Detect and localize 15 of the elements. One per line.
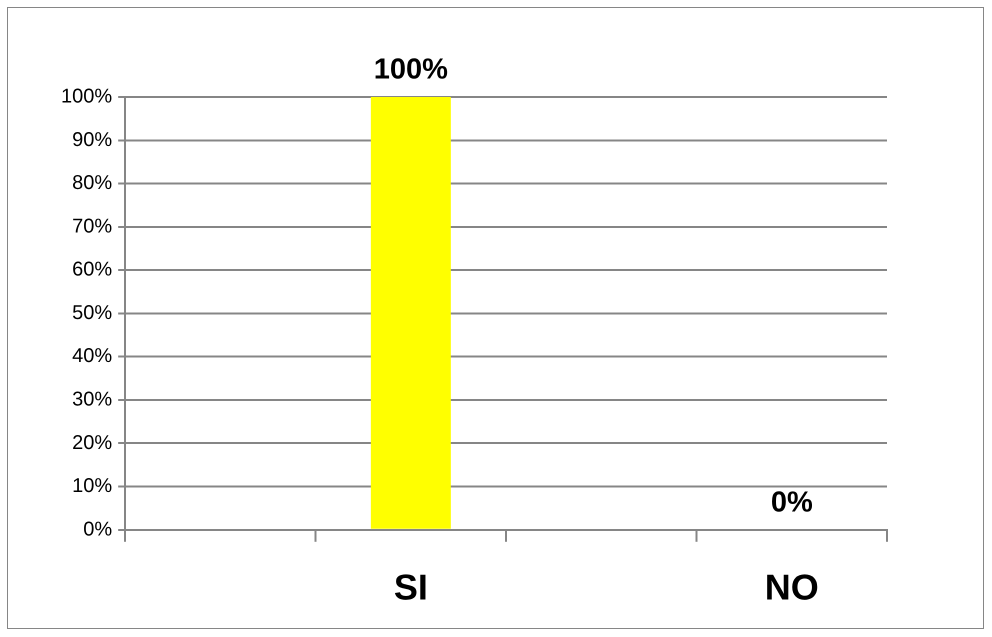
y-tick-label: 60% bbox=[72, 258, 112, 281]
y-tick-label: 70% bbox=[72, 215, 112, 238]
x-tick-label: SI bbox=[394, 566, 428, 608]
y-tick-label: 30% bbox=[72, 388, 112, 410]
y-tick-label: 100% bbox=[60, 86, 112, 108]
y-tick-label: 80% bbox=[72, 172, 112, 194]
x-tick-label: NO bbox=[764, 566, 819, 608]
y-tick-label: 10% bbox=[72, 475, 112, 498]
y-tick-label: 40% bbox=[72, 345, 112, 368]
y-tick-label: 50% bbox=[72, 302, 112, 324]
y-tick-label: 0% bbox=[83, 518, 112, 540]
data-label: 100% bbox=[374, 54, 448, 86]
data-label: 0% bbox=[770, 486, 813, 518]
y-tick-label: 20% bbox=[72, 432, 112, 454]
y-tick-label: 90% bbox=[72, 128, 112, 151]
